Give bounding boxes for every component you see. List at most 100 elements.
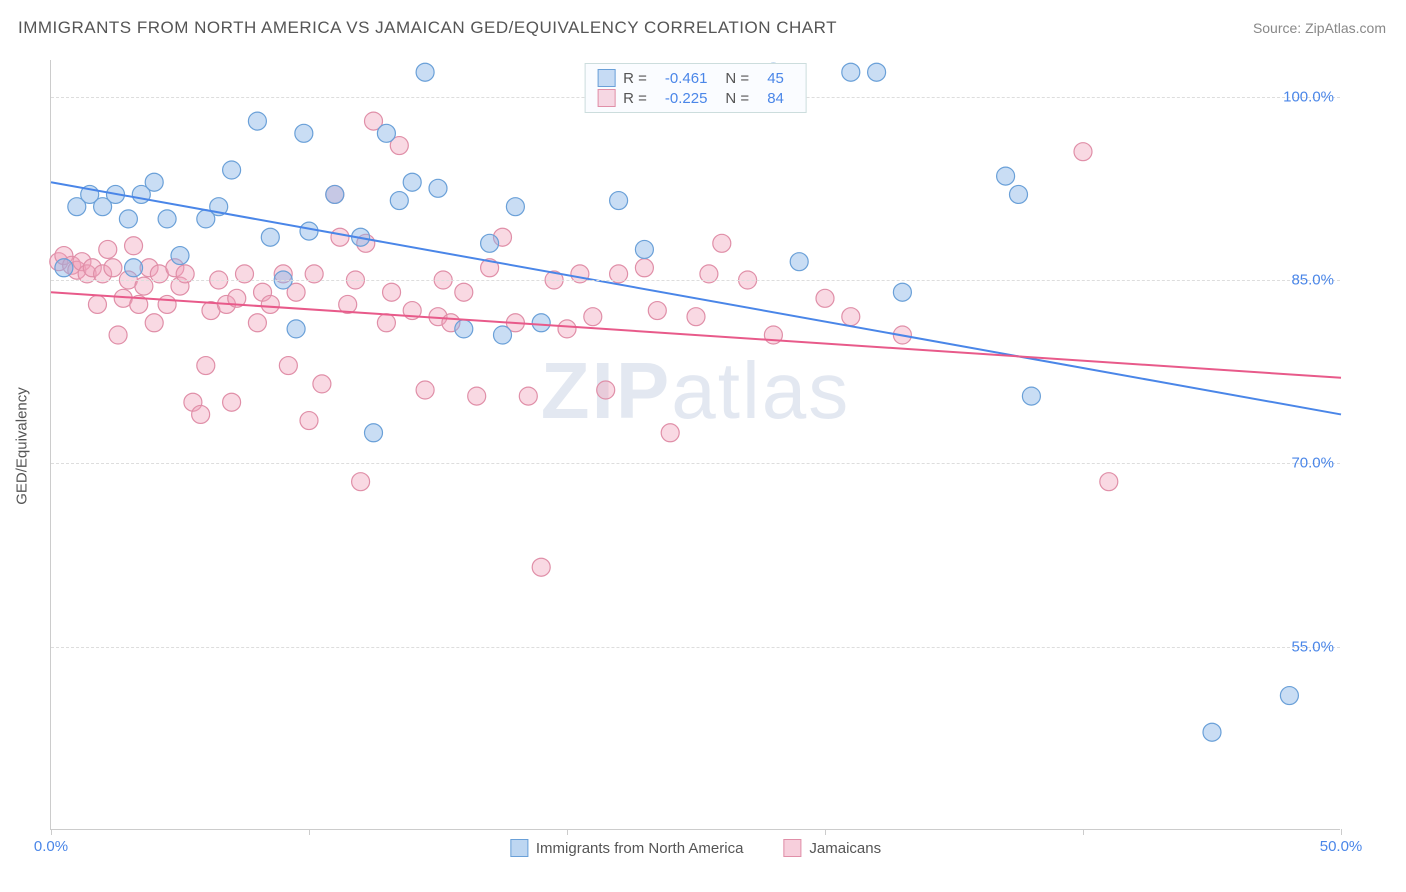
legend-swatch-1 xyxy=(597,69,615,87)
scatter-point xyxy=(383,283,401,301)
legend-r-label: R = xyxy=(623,90,647,107)
scatter-point xyxy=(455,283,473,301)
scatter-point xyxy=(648,302,666,320)
x-tick xyxy=(1083,829,1084,835)
y-tick-label: 85.0% xyxy=(1291,272,1334,289)
scatter-point xyxy=(713,234,731,252)
scatter-point xyxy=(248,112,266,130)
scatter-point xyxy=(532,558,550,576)
scatter-point xyxy=(287,320,305,338)
scatter-point xyxy=(481,234,499,252)
scatter-point xyxy=(429,179,447,197)
legend-n-value-2: 84 xyxy=(767,90,784,107)
legend-bottom-swatch-2 xyxy=(783,839,801,857)
scatter-point xyxy=(55,259,73,277)
scatter-point xyxy=(125,237,143,255)
legend-row-series-2: R = -0.225 N = 84 xyxy=(597,88,794,108)
legend-r-label: R = xyxy=(623,70,647,87)
scatter-point xyxy=(300,222,318,240)
scatter-point xyxy=(313,375,331,393)
scatter-point xyxy=(816,289,834,307)
scatter-point xyxy=(295,124,313,142)
source-prefix: Source: xyxy=(1253,20,1305,36)
scatter-point xyxy=(790,253,808,271)
scatter-point xyxy=(868,63,886,81)
legend-swatch-2 xyxy=(597,89,615,107)
chart-canvas xyxy=(51,60,1340,829)
scatter-point xyxy=(455,320,473,338)
scatter-point xyxy=(145,173,163,191)
chart-title: IMMIGRANTS FROM NORTH AMERICA VS JAMAICA… xyxy=(18,18,837,38)
legend-item-2: Jamaicans xyxy=(783,839,881,857)
scatter-point xyxy=(300,412,318,430)
y-tick-label: 70.0% xyxy=(1291,455,1334,472)
scatter-point xyxy=(997,167,1015,185)
y-tick-label: 100.0% xyxy=(1283,88,1334,105)
scatter-point xyxy=(1280,687,1298,705)
scatter-point xyxy=(158,210,176,228)
scatter-point xyxy=(104,259,122,277)
x-tick xyxy=(51,829,52,835)
x-tick xyxy=(1341,829,1342,835)
scatter-point xyxy=(661,424,679,442)
legend-bottom-label-2: Jamaicans xyxy=(809,840,881,857)
scatter-point xyxy=(197,357,215,375)
scatter-point xyxy=(192,405,210,423)
scatter-point xyxy=(88,295,106,313)
scatter-point xyxy=(519,387,537,405)
scatter-point xyxy=(326,185,344,203)
legend-n-label: N = xyxy=(725,90,749,107)
scatter-point xyxy=(109,326,127,344)
scatter-point xyxy=(331,228,349,246)
x-tick-label: 50.0% xyxy=(1320,838,1363,855)
y-axis-title: GED/Equivalency xyxy=(14,387,31,505)
scatter-point xyxy=(377,124,395,142)
legend-item-1: Immigrants from North America xyxy=(510,839,744,857)
scatter-point xyxy=(261,295,279,313)
scatter-point xyxy=(223,161,241,179)
scatter-point xyxy=(532,314,550,332)
scatter-point xyxy=(1100,473,1118,491)
scatter-point xyxy=(494,326,512,344)
scatter-point xyxy=(842,63,860,81)
scatter-point xyxy=(597,381,615,399)
scatter-point xyxy=(377,314,395,332)
scatter-point xyxy=(145,314,163,332)
y-tick-label: 55.0% xyxy=(1291,638,1334,655)
scatter-point xyxy=(365,424,383,442)
scatter-point xyxy=(842,308,860,326)
plot-area: ZIPatlas R = -0.461 N = 45 R = -0.225 N … xyxy=(50,60,1340,830)
correlation-legend: R = -0.461 N = 45 R = -0.225 N = 84 xyxy=(584,63,807,113)
scatter-point xyxy=(158,295,176,313)
scatter-point xyxy=(1074,143,1092,161)
scatter-point xyxy=(390,192,408,210)
scatter-point xyxy=(893,283,911,301)
source-attribution: Source: ZipAtlas.com xyxy=(1253,20,1386,36)
series-legend: Immigrants from North America Jamaicans xyxy=(510,839,881,857)
scatter-point xyxy=(506,198,524,216)
scatter-point xyxy=(99,240,117,258)
trend-line xyxy=(51,292,1341,378)
scatter-point xyxy=(248,314,266,332)
scatter-point xyxy=(1022,387,1040,405)
scatter-point xyxy=(687,308,705,326)
legend-bottom-label-1: Immigrants from North America xyxy=(536,840,744,857)
scatter-point xyxy=(125,259,143,277)
scatter-point xyxy=(171,247,189,265)
scatter-point xyxy=(610,192,628,210)
scatter-point xyxy=(403,173,421,191)
x-tick xyxy=(825,829,826,835)
legend-bottom-swatch-1 xyxy=(510,839,528,857)
x-tick xyxy=(309,829,310,835)
x-tick xyxy=(567,829,568,835)
scatter-point xyxy=(558,320,576,338)
legend-n-value-1: 45 xyxy=(767,70,784,87)
scatter-point xyxy=(223,393,241,411)
scatter-point xyxy=(468,387,486,405)
x-tick-label: 0.0% xyxy=(34,838,68,855)
gridline xyxy=(51,463,1340,464)
scatter-point xyxy=(119,210,137,228)
scatter-point xyxy=(1010,185,1028,203)
scatter-point xyxy=(261,228,279,246)
scatter-point xyxy=(635,240,653,258)
